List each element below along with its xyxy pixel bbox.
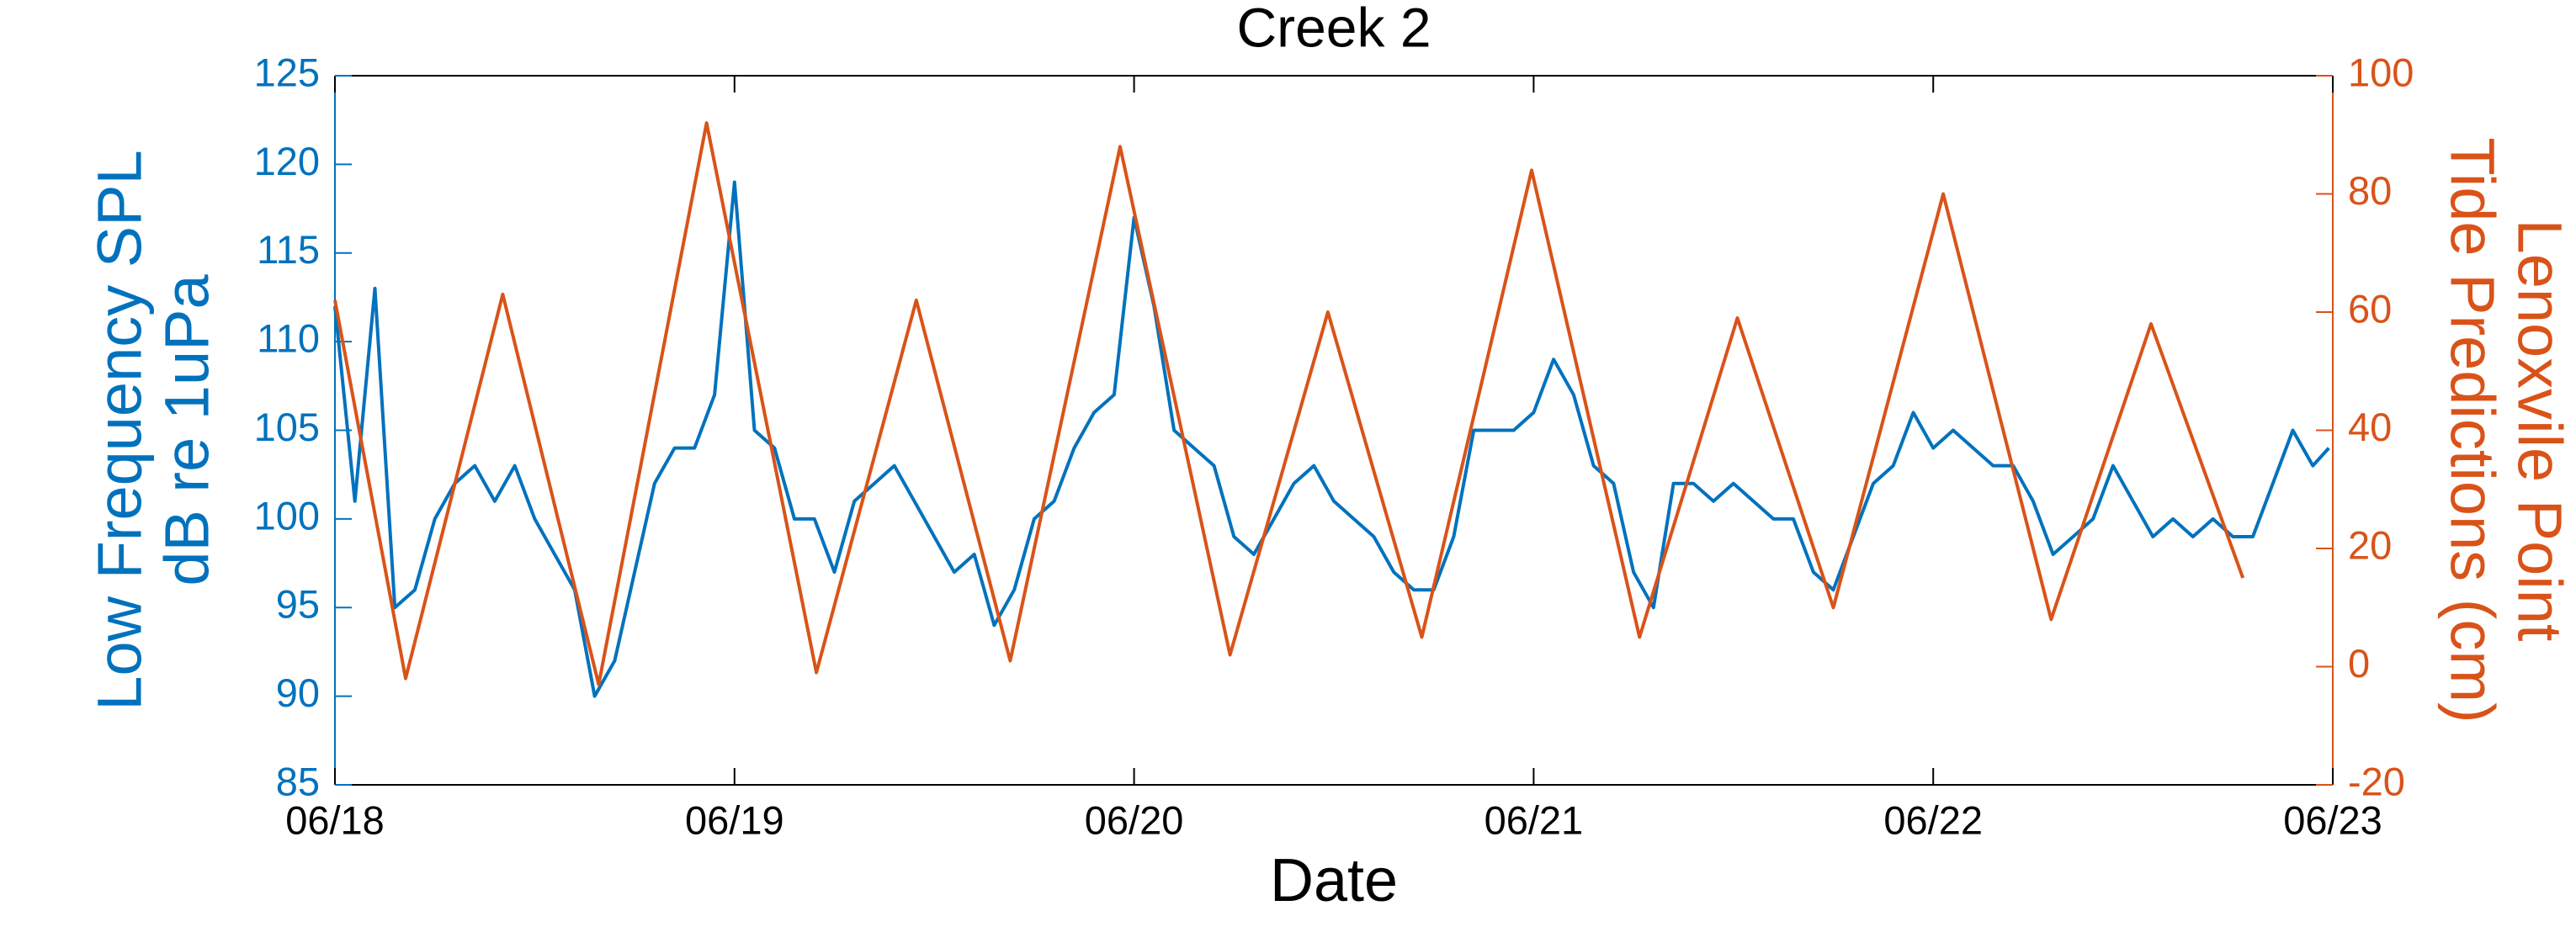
x-tick-label: 06/21 bbox=[1485, 797, 1584, 842]
y-tick-label: 120 bbox=[254, 139, 320, 183]
y2-tick-label: -20 bbox=[2348, 759, 2405, 803]
y-tick-label: 85 bbox=[276, 759, 320, 803]
x-tick-label: 06/22 bbox=[1883, 797, 1983, 842]
y-tick-label: 105 bbox=[254, 405, 320, 449]
y-axis-label: dB re 1uPa bbox=[152, 274, 222, 586]
x-tick-label: 06/23 bbox=[2283, 797, 2382, 842]
x-tick-label: 06/19 bbox=[685, 797, 784, 842]
y-tick-label: 95 bbox=[276, 582, 320, 627]
y-tick-label: 90 bbox=[276, 670, 320, 715]
x-axis-label: Date bbox=[1270, 847, 1398, 914]
x-tick-label: 06/18 bbox=[285, 797, 385, 842]
y-tick-label: 100 bbox=[254, 493, 320, 538]
x-tick-label: 06/20 bbox=[1085, 797, 1184, 842]
y-tick-label: 115 bbox=[257, 227, 320, 272]
series-line bbox=[333, 121, 2245, 686]
y-tick-label: 110 bbox=[257, 316, 320, 361]
y2-tick-label: 0 bbox=[2348, 641, 2370, 686]
chart-title: Creek 2 bbox=[1236, 0, 1431, 58]
y2-tick-label: 20 bbox=[2348, 522, 2392, 567]
y2-axis-label: Tide Predictions (cm) bbox=[2437, 137, 2507, 723]
y2-tick-label: 40 bbox=[2348, 405, 2392, 449]
y2-axis-label: Lenoxvile Point bbox=[2504, 220, 2574, 642]
y2-tick-label: 100 bbox=[2348, 50, 2414, 94]
y-axis-label: Low Frequency SPL bbox=[85, 150, 155, 710]
y-tick-label: 125 bbox=[254, 50, 320, 94]
y2-tick-label: 80 bbox=[2348, 168, 2392, 213]
series-line bbox=[333, 180, 2330, 698]
y2-tick-label: 60 bbox=[2348, 286, 2392, 331]
